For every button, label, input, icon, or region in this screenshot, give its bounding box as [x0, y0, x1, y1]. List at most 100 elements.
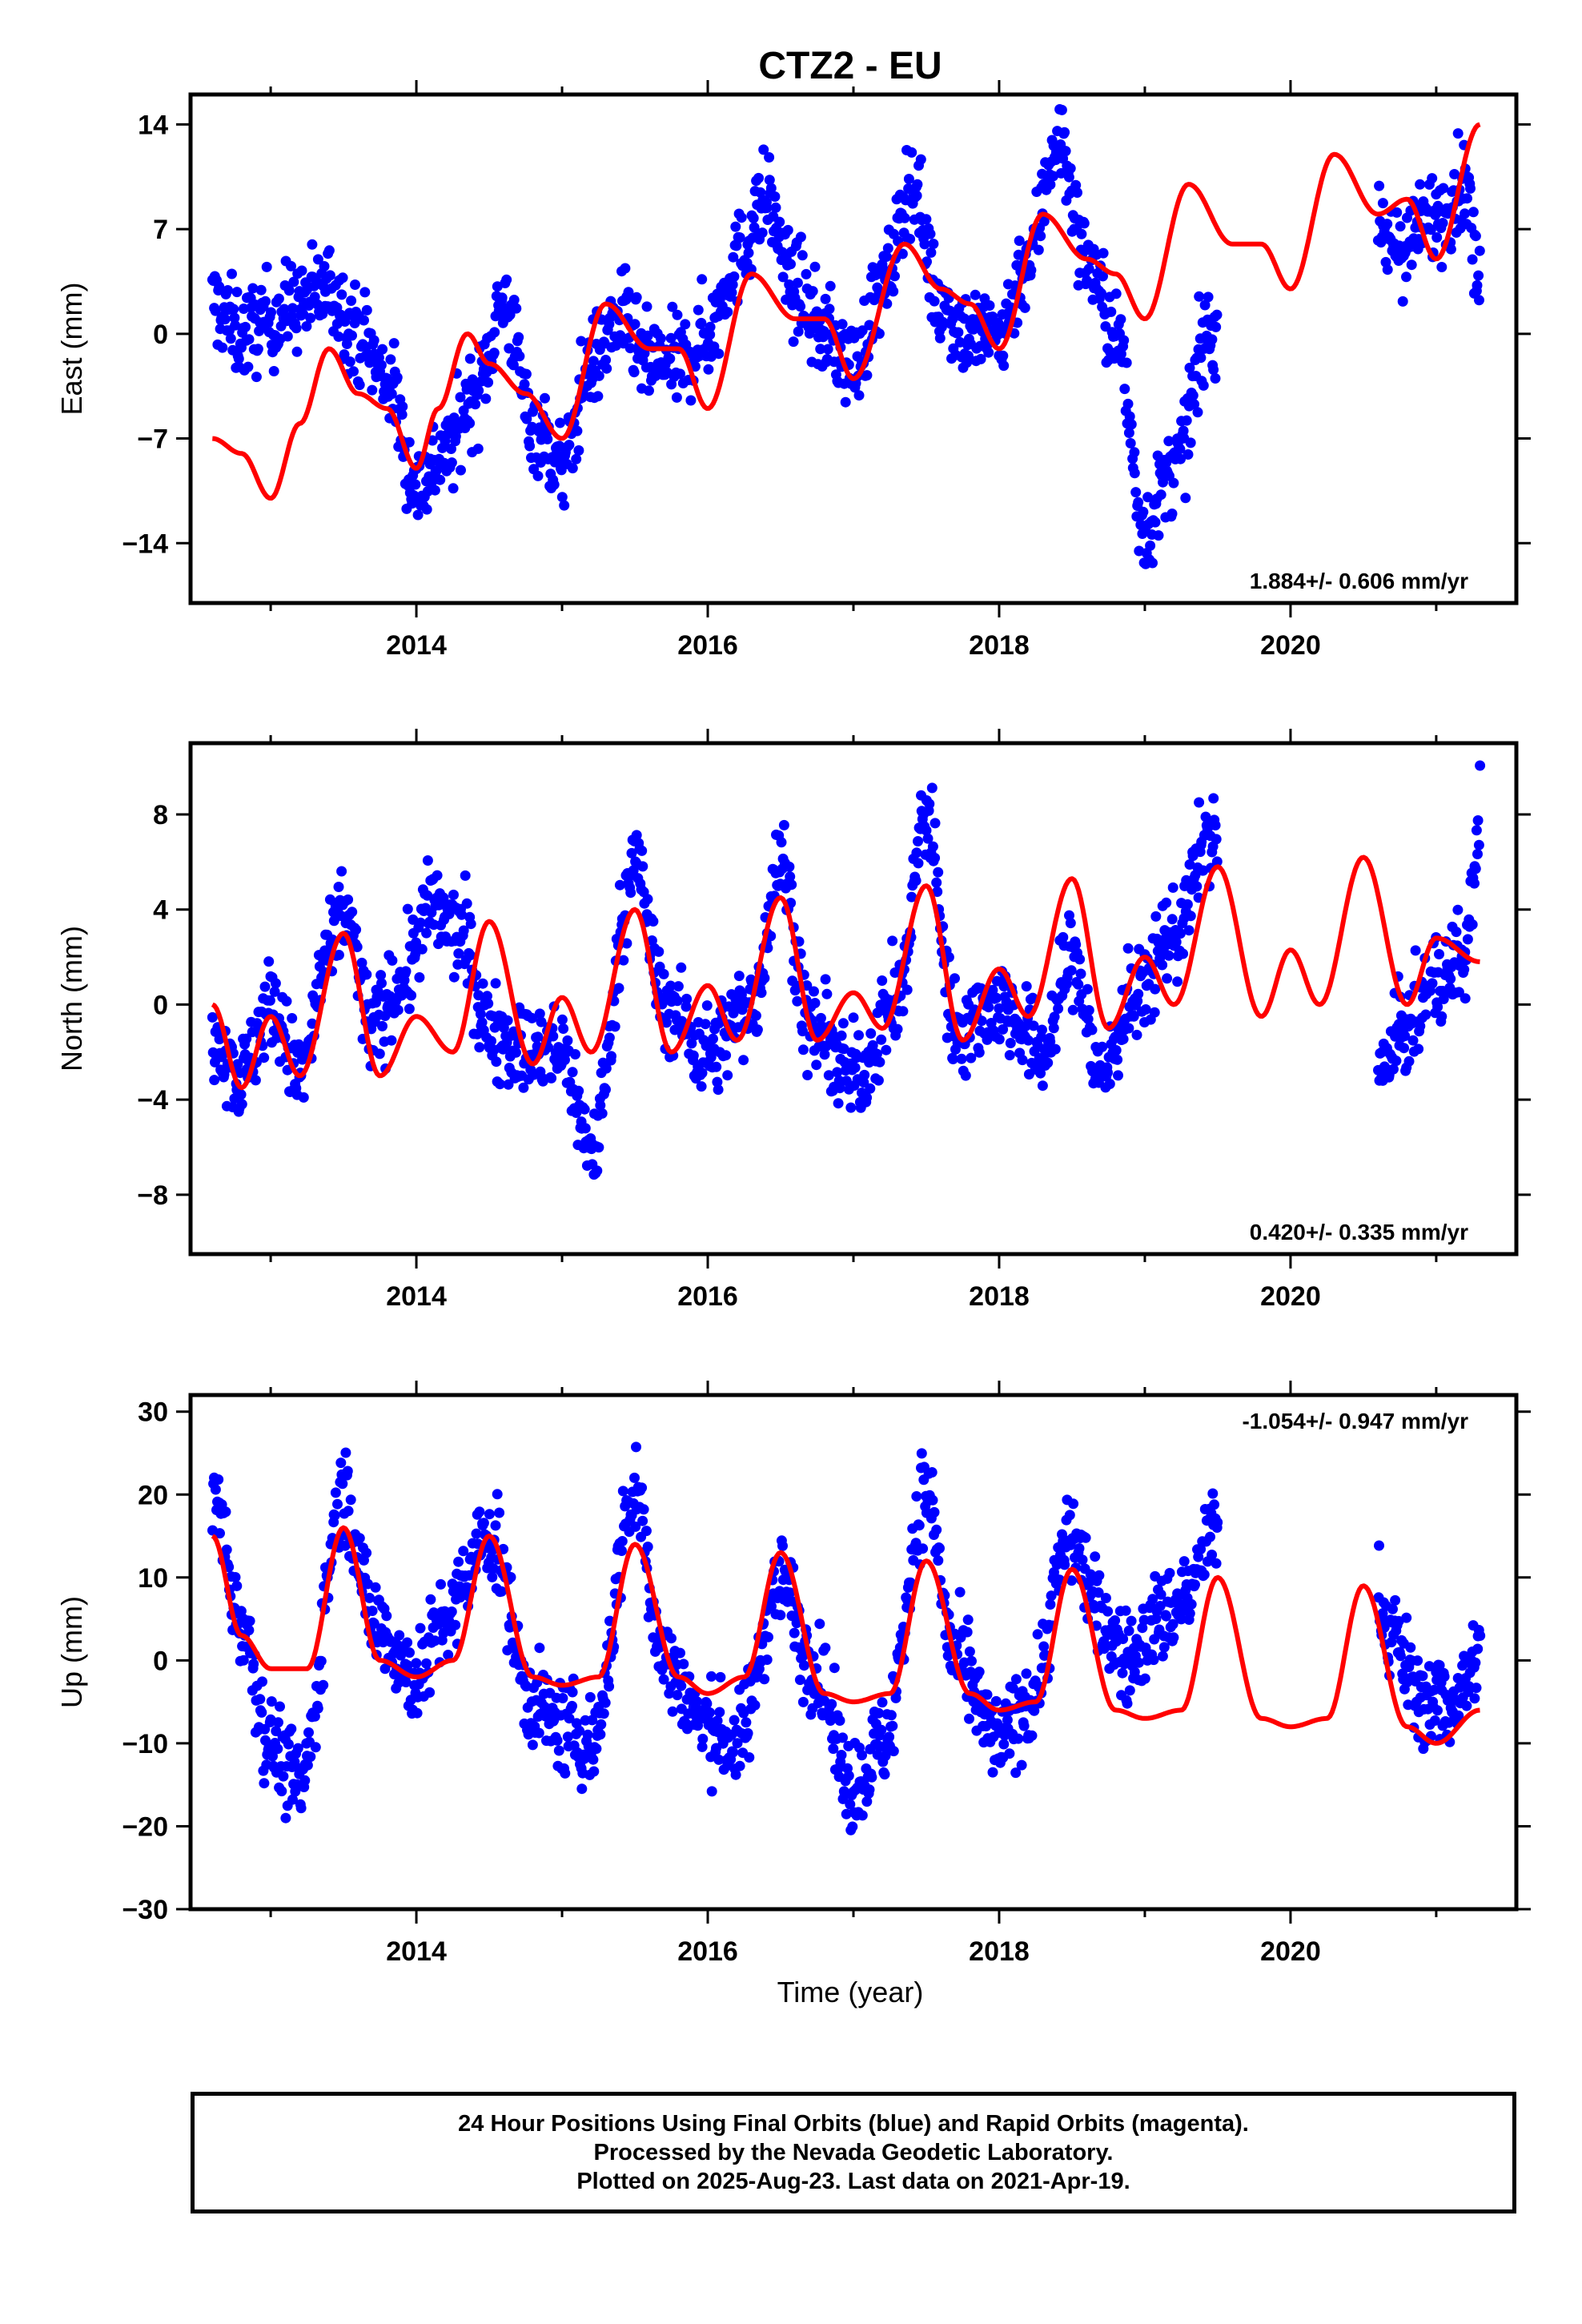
- up-observed-point: [576, 1783, 588, 1795]
- east-observed-point: [450, 431, 461, 442]
- up-observed-point: [1461, 1700, 1472, 1711]
- east-observed-point: [665, 332, 677, 344]
- up-observed-point: [714, 1707, 725, 1718]
- north-observed-point: [1208, 793, 1219, 804]
- up-observed-point: [1417, 1671, 1428, 1682]
- up-observed-point: [1207, 1550, 1218, 1560]
- north-observed-point: [351, 924, 362, 935]
- east-observed-point: [396, 409, 408, 420]
- north-observed-point: [983, 1002, 994, 1013]
- north-observed-point: [600, 1084, 611, 1095]
- up-observed-point: [866, 1771, 877, 1783]
- east-observed-point: [261, 261, 272, 272]
- north-observed-point: [307, 1018, 318, 1029]
- north-observed-point: [1067, 1004, 1078, 1015]
- east-observed-point: [1449, 169, 1460, 179]
- up-observed-point: [1405, 1642, 1416, 1653]
- y-tick-label: −14: [122, 529, 168, 559]
- north-observed-point: [922, 833, 934, 844]
- north-observed-point: [453, 948, 464, 959]
- east-observed-point: [455, 392, 466, 403]
- east-observed-point: [333, 331, 344, 342]
- up-observed-point: [267, 1751, 278, 1762]
- up-observed-point: [484, 1509, 495, 1520]
- east-observed-point: [882, 243, 893, 254]
- north-observed-point: [534, 1008, 545, 1019]
- east-observed-point: [825, 280, 836, 292]
- up-observed-point: [1122, 1698, 1133, 1709]
- up-observed-point: [412, 1707, 423, 1719]
- east-observed-point: [1059, 127, 1070, 138]
- north-observed-point: [293, 1039, 304, 1050]
- east-observed-point: [782, 224, 793, 235]
- east-observed-point: [1181, 415, 1192, 426]
- up-observed-point: [1126, 1615, 1137, 1626]
- east-observed-point: [1431, 232, 1443, 243]
- north-observed-point: [933, 866, 944, 878]
- north-observed-point: [609, 1021, 620, 1032]
- up-observed-point: [400, 1677, 412, 1687]
- up-observed-point: [567, 1687, 578, 1698]
- north-observed-point: [892, 1023, 903, 1035]
- figure-title: CTZ2 - EU: [758, 45, 942, 87]
- north-observed-point: [913, 858, 924, 869]
- up-observed-point: [1085, 1569, 1096, 1580]
- up-observed-point: [595, 1729, 606, 1740]
- up-observed-point: [584, 1691, 596, 1703]
- east-observed-point: [888, 286, 899, 297]
- up-observed-point: [697, 1733, 709, 1744]
- east-observed-point: [1211, 309, 1223, 320]
- up-observed-point: [337, 1478, 348, 1490]
- up-observed-point: [1374, 1540, 1384, 1551]
- east-observed-point: [864, 320, 875, 331]
- north-observed-point: [1102, 1067, 1113, 1078]
- up-observed-point: [411, 1658, 422, 1669]
- east-observed-point: [1391, 207, 1403, 218]
- north-observed-point: [518, 1082, 529, 1093]
- east-observed-point: [984, 300, 995, 311]
- east-observed-point: [730, 221, 741, 232]
- up-observed-point: [834, 1715, 845, 1726]
- north-observed-point: [1150, 983, 1161, 995]
- east-observed-point: [628, 367, 640, 378]
- up-observed-point: [791, 1618, 802, 1629]
- up-observed-point: [861, 1796, 873, 1807]
- north-observed-point: [1174, 928, 1186, 939]
- north-observed-point: [708, 1033, 718, 1044]
- up-observed-point: [492, 1489, 503, 1500]
- east-observed-point: [1048, 171, 1058, 182]
- east-observed-point: [1438, 183, 1449, 194]
- east-y-axis-title: East (mm): [55, 283, 88, 416]
- east-observed-point: [1178, 425, 1189, 436]
- north-observed-point: [1452, 904, 1464, 915]
- north-observed-point: [404, 1003, 415, 1015]
- east-observed-point: [713, 348, 725, 360]
- north-observed-point: [1082, 1013, 1094, 1024]
- up-observed-point: [873, 1707, 885, 1719]
- north-observed-point: [1170, 936, 1182, 947]
- up-observed-point: [1124, 1685, 1135, 1696]
- up-observed-point: [872, 1749, 883, 1760]
- north-velocity-label: 0.420+/- 0.335 mm/yr: [1250, 1220, 1468, 1244]
- up-observed-point: [697, 1741, 708, 1752]
- north-observed-point: [287, 1013, 298, 1023]
- north-observed-point: [1210, 820, 1221, 830]
- east-observed-point: [412, 509, 424, 521]
- up-observed-point: [312, 1703, 323, 1714]
- east-observed-point: [567, 463, 578, 474]
- up-observed-point: [562, 1731, 573, 1743]
- north-observed-point: [987, 984, 998, 995]
- up-observed-point: [1439, 1671, 1450, 1682]
- east-observed-point: [1014, 235, 1025, 247]
- north-observed-point: [477, 978, 488, 989]
- north-observed-point: [1037, 1080, 1048, 1092]
- east-observed-point: [925, 228, 936, 239]
- east-observed-point: [367, 384, 378, 396]
- up-observed-point: [794, 1675, 805, 1686]
- north-observed-point: [834, 1083, 845, 1094]
- north-observed-point: [658, 968, 669, 979]
- north-observed-point: [556, 1014, 568, 1025]
- north-observed-point: [792, 995, 803, 1007]
- east-observed-point: [514, 351, 525, 362]
- east-observed-point: [1096, 287, 1106, 299]
